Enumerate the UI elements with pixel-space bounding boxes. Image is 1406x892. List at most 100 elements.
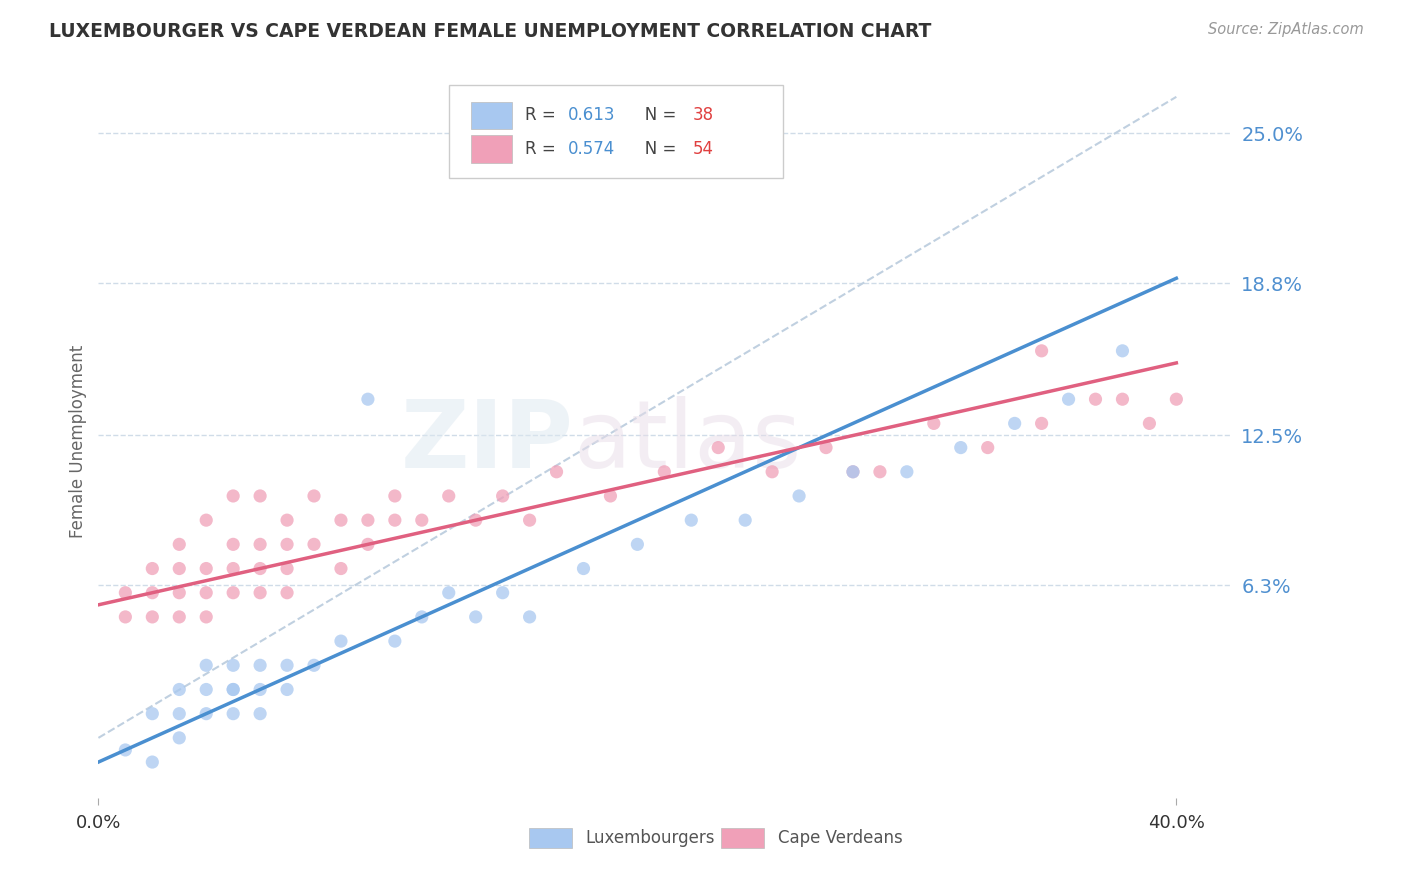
Text: Cape Verdeans: Cape Verdeans xyxy=(778,829,903,847)
Point xyxy=(815,441,838,455)
FancyBboxPatch shape xyxy=(529,828,571,847)
Point xyxy=(276,513,298,527)
Point xyxy=(169,682,191,697)
Point xyxy=(249,682,271,697)
Point xyxy=(1004,417,1026,431)
Point xyxy=(249,489,271,503)
Point xyxy=(546,465,568,479)
Point xyxy=(1139,417,1161,431)
Point xyxy=(492,585,515,599)
Point xyxy=(329,634,352,648)
Text: 54: 54 xyxy=(693,140,714,158)
Point xyxy=(169,706,191,721)
Point xyxy=(519,513,541,527)
Text: ZIP: ZIP xyxy=(401,395,574,488)
Point xyxy=(842,465,865,479)
Point xyxy=(249,658,271,673)
Point xyxy=(329,561,352,575)
Point xyxy=(249,537,271,551)
Point xyxy=(114,610,136,624)
Point xyxy=(169,610,191,624)
Point xyxy=(141,585,163,599)
Point xyxy=(681,513,703,527)
Point xyxy=(195,513,218,527)
Text: atlas: atlas xyxy=(574,395,801,488)
Point xyxy=(276,658,298,673)
Point xyxy=(195,561,218,575)
Text: 38: 38 xyxy=(693,106,714,124)
Point xyxy=(357,537,380,551)
Point xyxy=(599,489,621,503)
Point xyxy=(141,561,163,575)
Point xyxy=(222,682,245,697)
Point xyxy=(169,537,191,551)
FancyBboxPatch shape xyxy=(471,136,512,162)
Point xyxy=(222,585,245,599)
Point xyxy=(302,489,325,503)
FancyBboxPatch shape xyxy=(450,85,783,178)
Point xyxy=(222,561,245,575)
Text: Source: ZipAtlas.com: Source: ZipAtlas.com xyxy=(1208,22,1364,37)
Y-axis label: Female Unemployment: Female Unemployment xyxy=(69,345,87,538)
Point xyxy=(169,585,191,599)
Point xyxy=(787,489,810,503)
Point xyxy=(249,585,271,599)
Point xyxy=(384,513,406,527)
Point xyxy=(357,513,380,527)
Point xyxy=(519,610,541,624)
Point xyxy=(357,392,380,407)
Text: LUXEMBOURGER VS CAPE VERDEAN FEMALE UNEMPLOYMENT CORRELATION CHART: LUXEMBOURGER VS CAPE VERDEAN FEMALE UNEM… xyxy=(49,22,932,41)
Point xyxy=(169,731,191,745)
Point xyxy=(222,489,245,503)
Point xyxy=(896,465,918,479)
Point xyxy=(222,537,245,551)
Point xyxy=(761,465,783,479)
Point xyxy=(141,755,163,769)
Text: Luxembourgers: Luxembourgers xyxy=(585,829,714,847)
Point xyxy=(249,706,271,721)
Point xyxy=(464,513,486,527)
Point xyxy=(976,441,998,455)
Point xyxy=(222,658,245,673)
Point xyxy=(1166,392,1188,407)
Point xyxy=(329,513,352,527)
Point xyxy=(384,489,406,503)
Point xyxy=(922,417,945,431)
Point xyxy=(276,585,298,599)
Point xyxy=(302,658,325,673)
Point xyxy=(1031,417,1053,431)
Text: R =: R = xyxy=(524,140,561,158)
Point xyxy=(169,561,191,575)
Text: R =: R = xyxy=(524,106,561,124)
Point xyxy=(464,610,486,624)
Point xyxy=(195,658,218,673)
Point xyxy=(195,585,218,599)
Point xyxy=(437,489,460,503)
Point xyxy=(222,682,245,697)
Point xyxy=(195,610,218,624)
Point xyxy=(276,561,298,575)
Point xyxy=(492,489,515,503)
Point xyxy=(869,465,891,479)
Point xyxy=(949,441,972,455)
Text: N =: N = xyxy=(630,140,682,158)
Point xyxy=(195,682,218,697)
Point xyxy=(384,634,406,648)
Point xyxy=(652,465,676,479)
Point xyxy=(276,537,298,551)
Point xyxy=(707,441,730,455)
Text: N =: N = xyxy=(630,106,682,124)
Text: 0.613: 0.613 xyxy=(568,106,616,124)
Point xyxy=(141,610,163,624)
Point xyxy=(141,706,163,721)
Point xyxy=(276,682,298,697)
Point xyxy=(842,465,865,479)
FancyBboxPatch shape xyxy=(721,828,763,847)
Point xyxy=(626,537,648,551)
Point xyxy=(195,706,218,721)
Point xyxy=(1057,392,1080,407)
FancyBboxPatch shape xyxy=(471,102,512,129)
Point xyxy=(114,743,136,757)
Point xyxy=(411,610,433,624)
Point xyxy=(249,561,271,575)
